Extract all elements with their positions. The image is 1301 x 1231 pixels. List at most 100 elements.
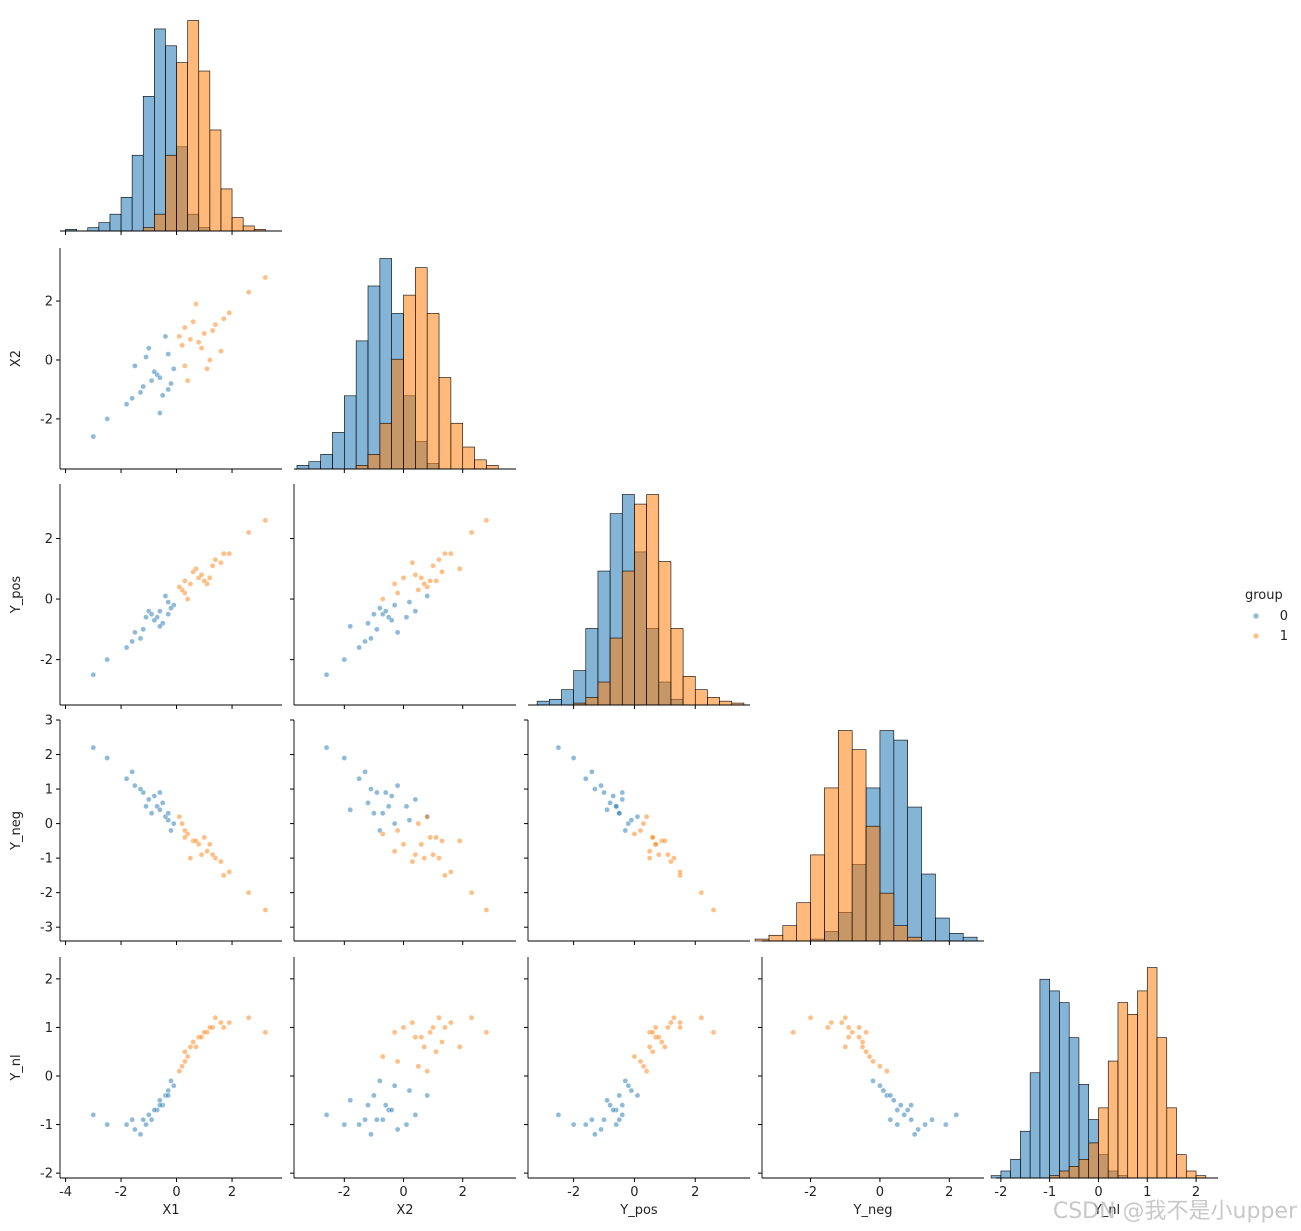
hist-bar [1049,990,1060,1179]
scatter-point [207,357,213,363]
y-tick-label: 0 [45,1070,53,1085]
scatter-point [448,1019,454,1026]
scatter-point [887,1092,894,1099]
scatter-point [90,744,97,751]
scatter-point [671,855,677,861]
scatter-point [418,841,425,848]
scatter-point [604,806,610,813]
scatter-point [613,1121,619,1128]
hist-bar [851,749,867,942]
hist-bar [1039,978,1050,1179]
legend-label: 0 [1280,609,1288,624]
y-tick-label: 1 [45,783,53,798]
scatter-point [400,1024,407,1031]
hist-bar [719,700,733,706]
y-tick-label: 2 [45,295,53,310]
scatter-point [226,869,233,875]
hist-bar [187,20,200,232]
scatter-point [323,671,330,678]
hist-bar [1107,1060,1119,1179]
scatter-point [845,1034,852,1040]
scatter-point [665,851,671,858]
scatter-point [90,1112,97,1118]
scatter-point [619,1112,626,1118]
scatter-point [439,568,445,575]
scatter-point [613,803,619,810]
hist-bar [1176,1154,1187,1179]
panel [754,730,984,945]
scatter-point [483,907,490,913]
hist-bar [621,570,635,706]
scatter-point [828,1019,835,1026]
hist-bar [355,465,369,470]
legend: group 0 1 [1245,588,1288,644]
scatter-point [894,1107,901,1113]
x-tick-label: 2 [459,1185,467,1200]
scatter-point [430,1024,436,1031]
scatter-point [262,517,269,524]
scatter-point [665,1024,671,1031]
scatter-point [182,363,188,369]
scatter-point [159,392,166,399]
hist-bar [824,787,839,942]
scatter-point [897,1102,904,1108]
scatter-point [168,1078,174,1084]
scatter-point [212,321,219,328]
scatter-point [218,348,224,354]
scatter-point [427,834,433,841]
scatter-point [424,1092,431,1099]
scatter-point [424,593,431,599]
scatter-point [165,599,172,605]
scatter-point [374,789,380,796]
hist-bar [597,681,611,706]
scatter-point [589,768,595,775]
scatter-point [430,562,436,569]
scatter-point [619,789,626,796]
scatter-point [412,851,419,858]
scatter-point [245,289,252,296]
scatter-point [129,638,135,645]
x-tick-label: 2 [228,1185,236,1200]
scatter-point [123,1121,130,1128]
hist-bar [296,465,310,470]
x-tick-label: 2 [945,1185,953,1200]
scatter-point [412,572,419,578]
hist-bar [391,358,404,470]
y-axis-label: Y_pos [9,576,24,615]
scatter-point [394,590,401,596]
scatter-point [442,872,448,879]
scatter-point [198,572,205,578]
hist-bar [1068,1166,1080,1179]
scatter-point [157,1097,163,1104]
scatter-point [433,1048,439,1055]
scatter-point [406,599,413,605]
x-tick-label: -1 [1043,1185,1056,1200]
hist-bar [367,454,381,470]
scatter-point [622,827,629,834]
hist-bar [1010,1158,1021,1179]
panel: -2 -1 0 1 2 Y_nl [990,967,1218,1218]
scatter-point [646,848,653,855]
scatter-point [212,556,219,563]
scatter-point [145,796,152,803]
scatter-point [604,1097,610,1104]
scatter-point [433,578,439,584]
scatter-point [582,1121,589,1128]
scatter-point [170,366,177,372]
scatter-point [162,593,169,599]
scatter-point [412,1112,419,1118]
hist-bar [1185,1170,1197,1179]
scatter-point [182,1048,188,1055]
scatter-point [347,1097,354,1104]
hist-bar [1059,1170,1070,1179]
scatter-point [409,858,416,865]
scatter-point [123,644,130,651]
scatter-point [570,1121,577,1128]
scatter-point [379,596,386,602]
x-tick-label: 2 [1192,1185,1200,1200]
x-tick-label: -2 [994,1185,1007,1200]
scatter-point [468,529,475,536]
scatter-point [915,1126,921,1133]
scatter-point [628,1087,635,1094]
panel: -2 0 2 Y_pos [524,957,750,1218]
